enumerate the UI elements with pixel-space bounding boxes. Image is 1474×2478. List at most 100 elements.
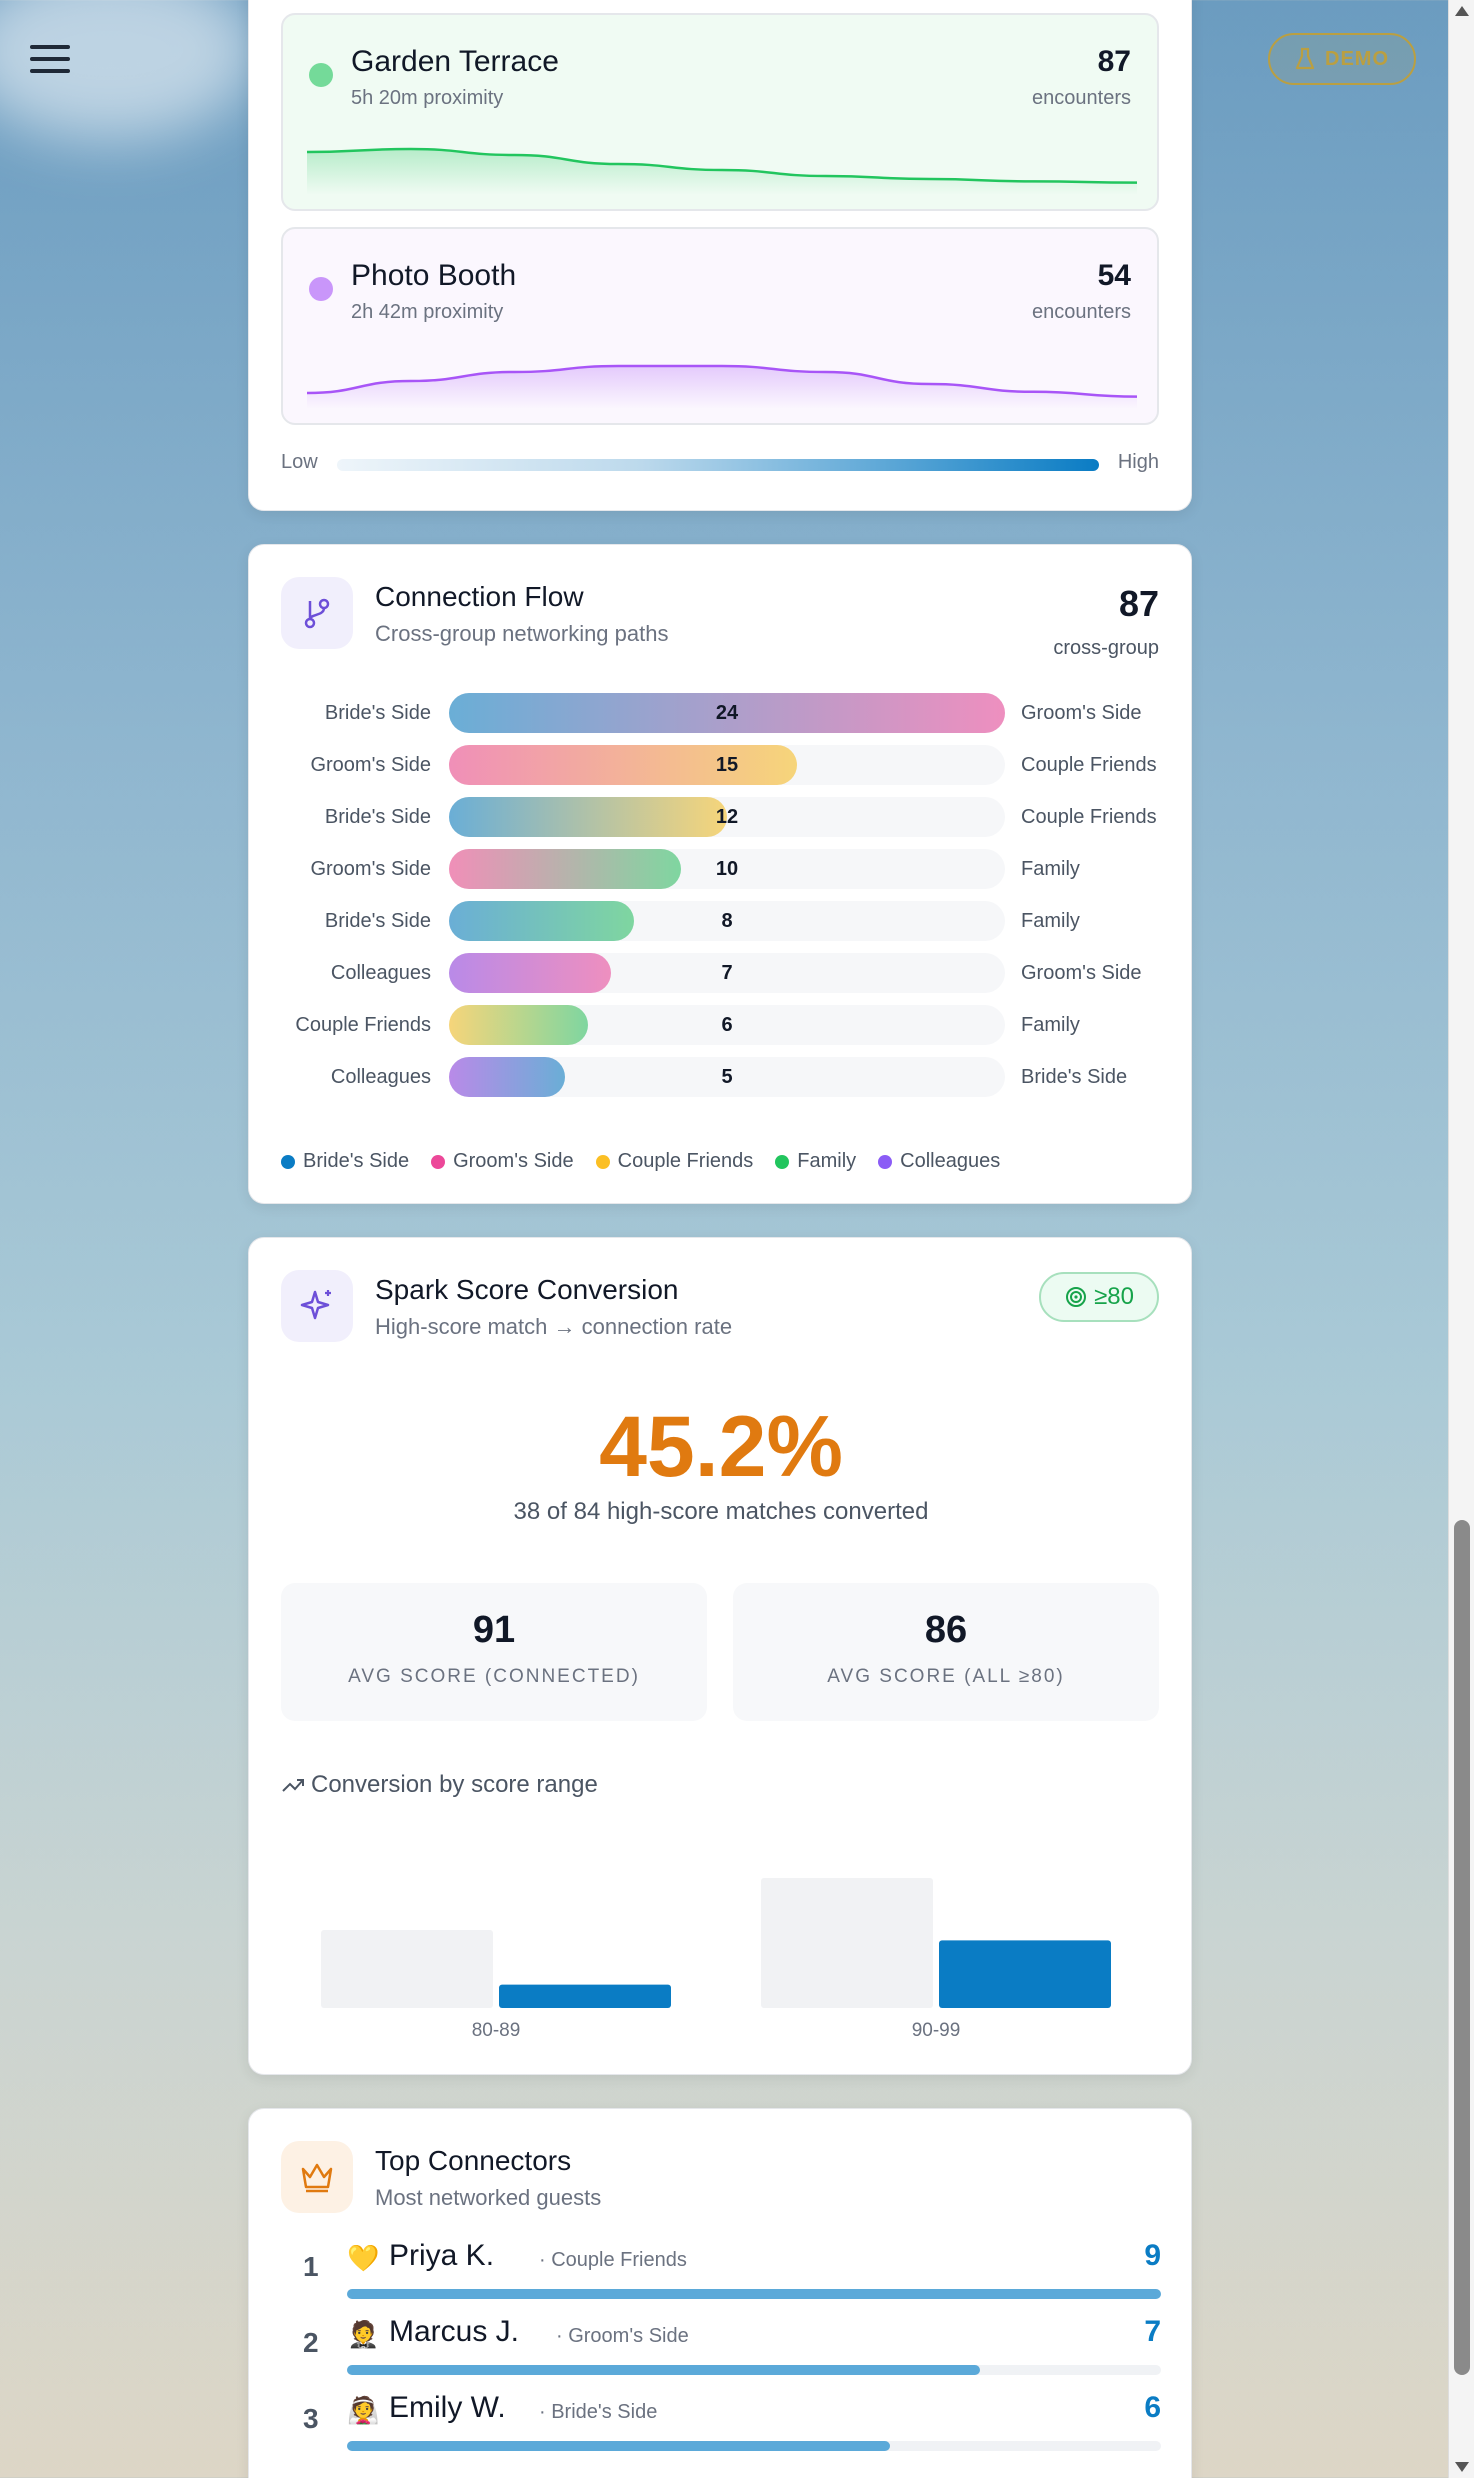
legend-item: Colleagues: [878, 1150, 1000, 1173]
chart-bar: [939, 1940, 1111, 2008]
zone-card-photo-booth[interactable]: Photo Booth 2h 42m proximity 54 encounte…: [281, 227, 1159, 425]
flow-bar: [449, 745, 797, 785]
flow-from: Couple Friends: [295, 1014, 431, 1036]
stat-value: 86: [924, 1609, 968, 1651]
connector-group: · Bride's Side: [539, 2401, 658, 2423]
connection-flow-card: Connection Flow Cross-group networking p…: [248, 544, 1192, 1204]
flow-total-label: cross-group: [1053, 637, 1159, 659]
legend-label: Couple Friends: [617, 1150, 754, 1172]
flow-track: 15: [449, 745, 1005, 785]
connector-rank: 3: [303, 2403, 319, 2434]
target-icon: [1066, 1287, 1087, 1307]
demo-badge[interactable]: DEMO: [1268, 33, 1416, 85]
connector-row[interactable]: 1 💛 Priya K. · Couple Friends 9: [281, 2237, 1161, 2307]
connector-rank: 1: [303, 2251, 319, 2282]
flow-value: 24: [715, 702, 739, 724]
flow-track: 8: [449, 901, 1005, 941]
connector-value: 7: [1144, 2315, 1161, 2348]
connector-row[interactable]: 2 🤵 Marcus J. · Groom's Side 7: [281, 2313, 1161, 2383]
sparkline-line: [307, 147, 1137, 184]
legend-item: Couple Friends: [595, 1150, 754, 1173]
connector-name: Priya K.: [389, 2239, 495, 2272]
flow-from: Colleagues: [330, 1066, 431, 1088]
connector-track: [347, 2365, 1161, 2375]
top-connectors-card: Top Connectors Most networked guests 1 💛 P…: [248, 2108, 1192, 2478]
connector-value: 9: [1144, 2239, 1161, 2272]
flow-track: 12: [449, 797, 1005, 837]
sparkline-line: [307, 364, 1137, 398]
flow-bar: [449, 797, 727, 837]
connector-value: 6: [1144, 2391, 1161, 2424]
flow-to: Family: [1021, 1014, 1080, 1036]
connector-bar: [347, 2441, 890, 2451]
connector-row[interactable]: 3 👰 Emily W. · Bride's Side 6: [281, 2389, 1161, 2459]
flow-row[interactable]: Groom's Side 10 Family: [281, 849, 1161, 889]
flow-bar: [449, 693, 1005, 733]
flow-from: Bride's Side: [324, 702, 431, 724]
flow-bar: [449, 1057, 565, 1097]
zone-unit: encounters: [1032, 301, 1131, 323]
zone-sparkline: [307, 147, 1137, 195]
zones-card: Garden Terrace 5h 20m proximity 87 encou…: [248, 0, 1192, 511]
flow-to: Groom's Side: [1021, 702, 1142, 724]
flow-bar: [449, 901, 635, 941]
card-title: Spark Score Conversion: [375, 1274, 679, 1305]
flow-row[interactable]: Groom's Side 15 Couple Friends: [281, 745, 1161, 785]
conversion-rate: 45.2%: [599, 1399, 843, 1495]
chart-category-label: 90-99: [912, 2020, 961, 2041]
flow-row[interactable]: Colleagues 7 Groom's Side: [281, 953, 1161, 993]
flow-row[interactable]: Bride's Side 24 Groom's Side: [281, 693, 1161, 733]
stat-avg-connected: 91 AVG SCORE (CONNECTED): [281, 1583, 707, 1721]
zone-duration: 5h 20m proximity: [351, 87, 504, 109]
flow-value: 10: [715, 858, 739, 880]
flow-from: Groom's Side: [310, 858, 431, 880]
legend-dot: [595, 1154, 610, 1169]
scroll-down-icon[interactable]: [1455, 2462, 1469, 2472]
card-subtitle: High-score match → connection rate: [375, 1314, 733, 1339]
connector-name: Emily W.: [389, 2391, 506, 2424]
conversion-caption: 38 of 84 high-score matches converted: [513, 1498, 929, 1525]
flow-track: 5: [449, 1057, 1005, 1097]
stat-label: AVG SCORE (ALL ≥80): [827, 1666, 1065, 1687]
sparkline-area: [307, 149, 1137, 195]
scrollbar-thumb[interactable]: [1454, 1520, 1470, 2375]
flow-from: Bride's Side: [324, 806, 431, 828]
connector-name: Marcus J.: [389, 2315, 520, 2348]
scrollbar[interactable]: [1448, 0, 1474, 2478]
legend-item: Bride's Side: [281, 1150, 409, 1173]
flask-icon: [1295, 47, 1315, 70]
flow-bar: [449, 1005, 588, 1045]
flow-to: Couple Friends: [1021, 806, 1157, 828]
zone-duration: 2h 42m proximity: [351, 301, 504, 323]
zone-name: Garden Terrace: [351, 45, 559, 78]
connector-bar: [347, 2365, 981, 2375]
connector-emoji-icon: 🤵: [347, 2319, 380, 2349]
flow-value: 8: [721, 910, 733, 932]
chart-heading-label: Conversion by score range: [311, 1771, 598, 1798]
flow-row[interactable]: Colleagues 5 Bride's Side: [281, 1057, 1161, 1097]
flow-row[interactable]: Bride's Side 8 Family: [281, 901, 1161, 941]
zone-name: Photo Booth: [351, 259, 517, 292]
sparkline-area: [307, 366, 1137, 409]
flow-value: 12: [715, 806, 739, 828]
chart-category-label: 80-89: [472, 2020, 521, 2041]
card-subtitle: Most networked guests: [375, 2185, 602, 2210]
zone-card-garden-terrace[interactable]: Garden Terrace 5h 20m proximity 87 encou…: [281, 13, 1159, 211]
spark-score-card: Spark Score Conversion High-score match …: [248, 1237, 1192, 2075]
scroll-up-icon[interactable]: [1455, 6, 1469, 16]
card-title: Connection Flow: [375, 581, 584, 612]
flow-to: Family: [1021, 910, 1080, 932]
score-threshold-badge[interactable]: ≥80: [1039, 1272, 1159, 1322]
connector-rank: 2: [303, 2327, 319, 2358]
flow-total: 87: [1118, 583, 1159, 624]
menu-button[interactable]: [30, 45, 78, 79]
badge-label: ≥80: [1094, 1283, 1134, 1310]
legend-item: Family: [775, 1150, 856, 1173]
legend-dot: [431, 1154, 446, 1169]
flow-row[interactable]: Couple Friends 6 Family: [281, 1005, 1161, 1045]
flow-row[interactable]: Bride's Side 12 Couple Friends: [281, 797, 1161, 837]
trend-up-icon: [282, 1779, 304, 1792]
connector-track: [347, 2289, 1161, 2299]
flow-from: Colleagues: [330, 962, 431, 984]
stat-label: AVG SCORE (CONNECTED): [348, 1666, 640, 1687]
